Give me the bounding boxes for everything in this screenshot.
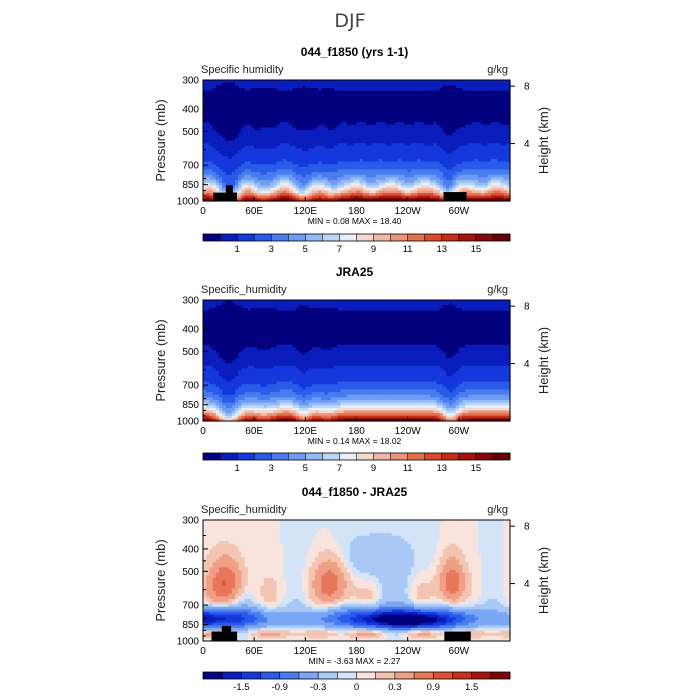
y-tick-label: 850 [182, 180, 199, 191]
y-tick-label: 400 [182, 104, 199, 115]
chart-panel-2: JRA25Specific_humidity g/kg30040050070085… [153, 265, 551, 474]
heatmap-cells-1 [203, 80, 511, 202]
colorbar-label: 3 [269, 244, 274, 255]
colorbar-swatch [220, 234, 237, 241]
colorbar-label: 13 [436, 244, 447, 255]
colorbar-label: 15 [471, 244, 482, 255]
colorbar-1: 1 3 5 7 9 11 13 15 [203, 234, 510, 255]
y-tick-label: 500 [182, 127, 199, 138]
x-tick-label: 60E [245, 206, 263, 217]
colorbar-swatch [271, 234, 288, 241]
colorbar-swatch [203, 234, 220, 241]
colorbar-label: 9 [371, 244, 376, 255]
colorbar-swatch [425, 234, 442, 241]
colorbar-swatch [237, 234, 254, 241]
colorbar-swatch [288, 234, 305, 241]
chart-panel-1: 044_f1850 (yrs 1-1) Specific humidity g/kg… [153, 45, 551, 255]
y-tick-label: 300 [182, 76, 199, 87]
colorbar-swatch [476, 234, 493, 241]
colorbar-swatch [408, 234, 425, 241]
y-tick-label: 1000 [177, 197, 200, 208]
colorbar-label: 5 [303, 244, 308, 255]
y-tick-label: 700 [182, 161, 199, 172]
terrain-block [443, 192, 466, 201]
terrain-block [213, 193, 237, 201]
colorbar-swatch [339, 234, 356, 241]
colorbar-label: 1 [234, 244, 239, 255]
colorbar-label: 7 [337, 244, 342, 255]
x-tick-label: 0 [200, 206, 206, 217]
colorbar-swatch [254, 234, 271, 241]
right-axis-label: Height (km) [536, 107, 551, 174]
min-max-stats: MIN = 0.08 MAX = 18.40 [308, 216, 402, 226]
colorbar-swatch [305, 234, 322, 241]
colorbar-swatch [442, 234, 459, 241]
colorbar-swatch [493, 234, 510, 241]
y-axis-label: Pressure (mb) [153, 99, 168, 181]
heatmap-cells-2 [203, 300, 511, 422]
x-tick-label: 60W [449, 206, 470, 217]
variable-label: Specific humidity [201, 64, 284, 76]
terrain-block [226, 185, 233, 201]
height-tick-label: 8 [524, 82, 530, 93]
colorbar-swatch [374, 234, 391, 241]
colorbar-swatch [391, 234, 408, 241]
colorbar-swatch [322, 234, 339, 241]
chart-title: 044_f1850 (yrs 1-1) [301, 45, 408, 59]
colorbar-swatch [357, 234, 374, 241]
height-tick-label: 4 [524, 139, 530, 150]
colorbar-label: 11 [403, 244, 413, 255]
units-label: g/kg [487, 64, 508, 76]
colorbar-swatch [459, 234, 476, 241]
